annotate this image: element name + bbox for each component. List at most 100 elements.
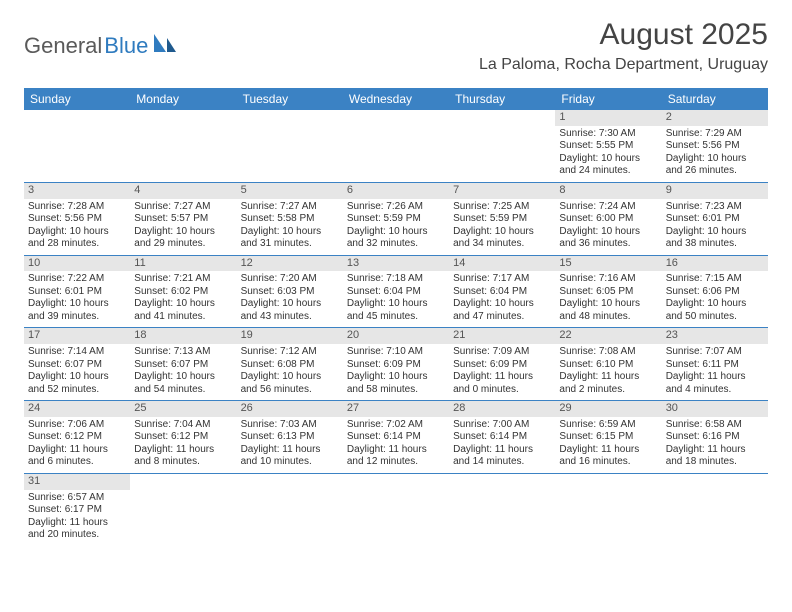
daylight-text: Daylight: 11 hours and 4 minutes. bbox=[666, 371, 764, 396]
daylight-text: Daylight: 10 hours and 38 minutes. bbox=[666, 226, 764, 251]
day-cell: 12Sunrise: 7:20 AMSunset: 6:03 PMDayligh… bbox=[237, 256, 343, 328]
daylight-text: Daylight: 11 hours and 16 minutes. bbox=[559, 444, 657, 469]
day-number: 13 bbox=[343, 256, 449, 272]
day-number: 3 bbox=[24, 183, 130, 199]
day-cell: 23Sunrise: 7:07 AMSunset: 6:11 PMDayligh… bbox=[662, 328, 768, 400]
day-number: 1 bbox=[555, 110, 661, 126]
daylight-text: Daylight: 10 hours and 34 minutes. bbox=[453, 226, 551, 251]
daylight-text: Daylight: 10 hours and 43 minutes. bbox=[241, 298, 339, 323]
sunset-text: Sunset: 6:10 PM bbox=[559, 359, 657, 372]
day-cell: 27 Sunrise: 7:02 AMSunset: 6:14 PMDayligh… bbox=[343, 401, 449, 473]
sunset-text: Sunset: 5:55 PM bbox=[559, 140, 657, 153]
sunrise-text: Sunrise: 7:04 AM bbox=[134, 419, 232, 432]
day-number: 31 bbox=[24, 474, 130, 490]
sunrise-text: Sunrise: 7:16 AM bbox=[559, 273, 657, 286]
daylight-text: Daylight: 10 hours and 32 minutes. bbox=[347, 226, 445, 251]
day-cell: 30Sunrise: 6:58 AMSunset: 6:16 PMDayligh… bbox=[662, 401, 768, 473]
empty-cell bbox=[449, 110, 555, 182]
empty-cell bbox=[343, 110, 449, 182]
empty-cell bbox=[343, 474, 449, 546]
daylight-text: Daylight: 10 hours and 58 minutes. bbox=[347, 371, 445, 396]
weekday-header: Saturday bbox=[662, 88, 768, 110]
day-number: 22 bbox=[555, 328, 661, 344]
month-title: August 2025 bbox=[479, 18, 768, 52]
sunset-text: Sunset: 6:09 PM bbox=[453, 359, 551, 372]
sunrise-text: Sunrise: 7:00 AM bbox=[453, 419, 551, 432]
sunset-text: Sunset: 6:14 PM bbox=[453, 431, 551, 444]
day-cell: 28Sunrise: 7:00 AMSunset: 6:14 PMDayligh… bbox=[449, 401, 555, 473]
daylight-text: Daylight: 11 hours and 14 minutes. bbox=[453, 444, 551, 469]
weekday-header: Sunday bbox=[24, 88, 130, 110]
logo: GeneralBlue bbox=[24, 18, 178, 59]
day-cell: 25Sunrise: 7:04 AMSunset: 6:12 PMDayligh… bbox=[130, 401, 236, 473]
empty-cell bbox=[130, 474, 236, 546]
sunrise-text: Sunrise: 7:09 AM bbox=[453, 346, 551, 359]
empty-cell bbox=[237, 474, 343, 546]
day-cell: 3Sunrise: 7:28 AMSunset: 5:56 PMDaylight… bbox=[24, 183, 130, 255]
day-number: 14 bbox=[449, 256, 555, 272]
sunset-text: Sunset: 5:59 PM bbox=[347, 213, 445, 226]
daylight-text: Daylight: 10 hours and 54 minutes. bbox=[134, 371, 232, 396]
sunrise-text: Sunrise: 7:25 AM bbox=[453, 201, 551, 214]
day-cell: 6Sunrise: 7:26 AMSunset: 5:59 PMDaylight… bbox=[343, 183, 449, 255]
sunset-text: Sunset: 6:08 PM bbox=[241, 359, 339, 372]
week-row: 31Sunrise: 6:57 AMSunset: 6:17 PMDayligh… bbox=[24, 474, 768, 546]
sunset-text: Sunset: 6:13 PM bbox=[241, 431, 339, 444]
sunset-text: Sunset: 6:09 PM bbox=[347, 359, 445, 372]
day-number: 27 bbox=[343, 401, 449, 417]
sunrise-text: Sunrise: 7:22 AM bbox=[28, 273, 126, 286]
sunrise-text: Sunrise: 7:18 AM bbox=[347, 273, 445, 286]
daylight-text: Daylight: 10 hours and 50 minutes. bbox=[666, 298, 764, 323]
sunset-text: Sunset: 6:16 PM bbox=[666, 431, 764, 444]
day-cell: 10Sunrise: 7:22 AMSunset: 6:01 PMDayligh… bbox=[24, 256, 130, 328]
calendar: SundayMondayTuesdayWednesdayThursdayFrid… bbox=[24, 88, 768, 546]
sunset-text: Sunset: 6:07 PM bbox=[28, 359, 126, 372]
sunrise-text: Sunrise: 7:06 AM bbox=[28, 419, 126, 432]
day-cell: 1Sunrise: 7:30 AMSunset: 5:55 PMDaylight… bbox=[555, 110, 661, 182]
daylight-text: Daylight: 10 hours and 28 minutes. bbox=[28, 226, 126, 251]
sunrise-text: Sunrise: 7:20 AM bbox=[241, 273, 339, 286]
logo-sail-icon bbox=[152, 32, 178, 59]
daylight-text: Daylight: 11 hours and 12 minutes. bbox=[347, 444, 445, 469]
sunrise-text: Sunrise: 7:23 AM bbox=[666, 201, 764, 214]
day-cell: 20Sunrise: 7:10 AMSunset: 6:09 PMDayligh… bbox=[343, 328, 449, 400]
day-number: 21 bbox=[449, 328, 555, 344]
day-number: 16 bbox=[662, 256, 768, 272]
sunset-text: Sunset: 6:17 PM bbox=[28, 504, 126, 517]
location-subtitle: La Paloma, Rocha Department, Uruguay bbox=[479, 56, 768, 74]
sunrise-text: Sunrise: 7:02 AM bbox=[347, 419, 445, 432]
sunset-text: Sunset: 6:00 PM bbox=[559, 213, 657, 226]
sunrise-text: Sunrise: 7:10 AM bbox=[347, 346, 445, 359]
logo-text-1: General bbox=[24, 33, 102, 59]
sunrise-text: Sunrise: 6:59 AM bbox=[559, 419, 657, 432]
day-number: 29 bbox=[555, 401, 661, 417]
sunset-text: Sunset: 6:05 PM bbox=[559, 286, 657, 299]
sunset-text: Sunset: 5:58 PM bbox=[241, 213, 339, 226]
sunset-text: Sunset: 5:57 PM bbox=[134, 213, 232, 226]
day-number: 23 bbox=[662, 328, 768, 344]
daylight-text: Daylight: 10 hours and 24 minutes. bbox=[559, 153, 657, 178]
sunset-text: Sunset: 6:12 PM bbox=[134, 431, 232, 444]
day-cell: 17Sunrise: 7:14 AMSunset: 6:07 PMDayligh… bbox=[24, 328, 130, 400]
day-number: 2 bbox=[662, 110, 768, 126]
day-number: 12 bbox=[237, 256, 343, 272]
daylight-text: Daylight: 10 hours and 29 minutes. bbox=[134, 226, 232, 251]
day-cell: 15Sunrise: 7:16 AMSunset: 6:05 PMDayligh… bbox=[555, 256, 661, 328]
day-number: 26 bbox=[237, 401, 343, 417]
day-number: 18 bbox=[130, 328, 236, 344]
sunset-text: Sunset: 6:15 PM bbox=[559, 431, 657, 444]
daylight-text: Daylight: 11 hours and 10 minutes. bbox=[241, 444, 339, 469]
day-number: 15 bbox=[555, 256, 661, 272]
sunset-text: Sunset: 6:04 PM bbox=[347, 286, 445, 299]
daylight-text: Daylight: 10 hours and 26 minutes. bbox=[666, 153, 764, 178]
sunset-text: Sunset: 6:04 PM bbox=[453, 286, 551, 299]
page-header: GeneralBlue August 2025 La Paloma, Rocha… bbox=[0, 0, 792, 80]
day-cell: 14Sunrise: 7:17 AMSunset: 6:04 PMDayligh… bbox=[449, 256, 555, 328]
daylight-text: Daylight: 10 hours and 56 minutes. bbox=[241, 371, 339, 396]
sunrise-text: Sunrise: 7:07 AM bbox=[666, 346, 764, 359]
sunset-text: Sunset: 6:14 PM bbox=[347, 431, 445, 444]
daylight-text: Daylight: 11 hours and 0 minutes. bbox=[453, 371, 551, 396]
sunrise-text: Sunrise: 7:28 AM bbox=[28, 201, 126, 214]
daylight-text: Daylight: 10 hours and 47 minutes. bbox=[453, 298, 551, 323]
sunrise-text: Sunrise: 7:29 AM bbox=[666, 128, 764, 141]
